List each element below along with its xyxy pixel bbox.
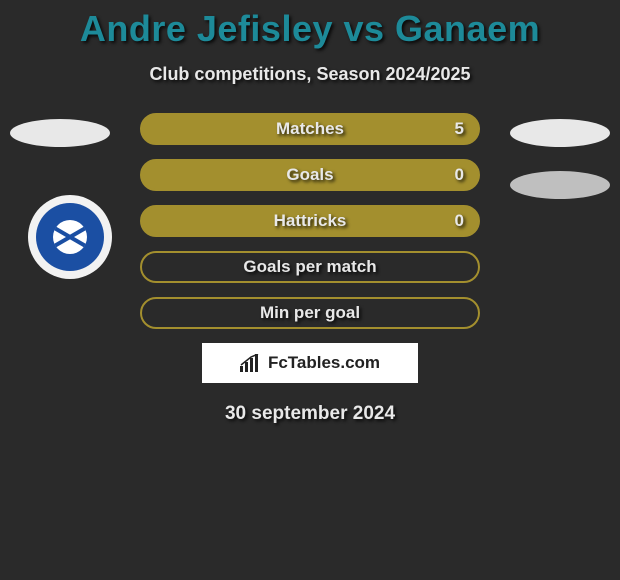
stat-label: Matches <box>276 119 344 139</box>
stat-row: Matches 5 <box>140 113 480 145</box>
subtitle: Club competitions, Season 2024/2025 <box>0 64 620 85</box>
content-area: Matches 5 Goals 0 Hattricks 0 Goals per match M… <box>0 113 620 425</box>
stat-label: Min per goal <box>260 303 360 323</box>
team-logo-right-placeholder-1 <box>510 119 610 147</box>
date-label: 30 september 2024 <box>0 403 620 425</box>
stat-value: 0 <box>455 165 464 185</box>
soccer-ball-icon <box>53 220 87 254</box>
stat-row: Hattricks 0 <box>140 205 480 237</box>
club-badge-inner <box>36 203 104 271</box>
bar-chart-icon <box>240 354 262 372</box>
stat-label: Goals <box>286 165 333 185</box>
stat-label: Hattricks <box>274 211 347 231</box>
club-badge <box>28 195 112 279</box>
stat-value: 0 <box>455 211 464 231</box>
stat-rows: Matches 5 Goals 0 Hattricks 0 Goals per match M… <box>140 113 480 329</box>
team-logo-right-placeholder-2 <box>510 171 610 199</box>
stat-row: Goals per match <box>140 251 480 283</box>
stat-row: Goals 0 <box>140 159 480 191</box>
page-title: Andre Jefisley vs Ganaem <box>0 0 620 50</box>
site-badge: FcTables.com <box>202 343 418 383</box>
site-name: FcTables.com <box>268 353 380 373</box>
stat-label: Goals per match <box>243 257 376 277</box>
stat-row: Min per goal <box>140 297 480 329</box>
stat-value: 5 <box>455 119 464 139</box>
team-logo-left-placeholder <box>10 119 110 147</box>
